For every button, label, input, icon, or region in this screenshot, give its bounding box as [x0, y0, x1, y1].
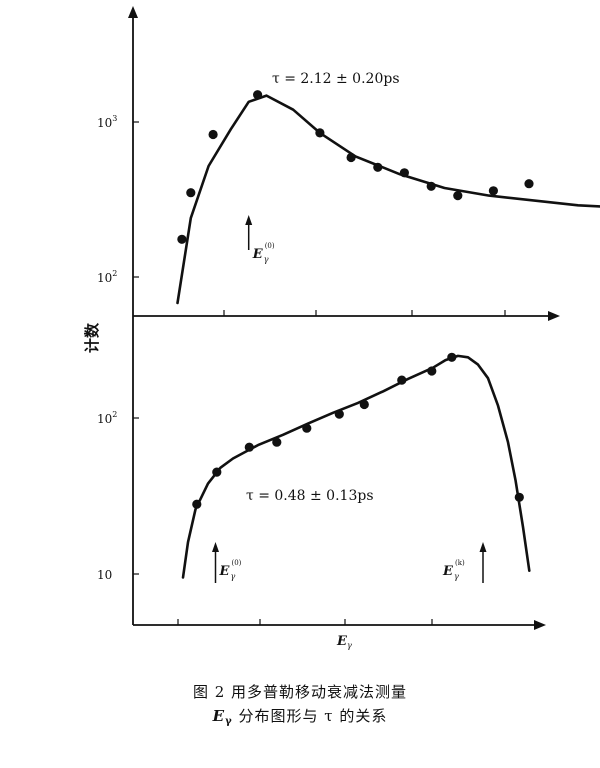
top-y-axis-arrow — [128, 6, 138, 18]
top-data-point — [177, 234, 187, 244]
bottom-marker-arrowhead — [212, 542, 219, 552]
bottom-y-tick-label: 10 — [97, 568, 112, 582]
top-marker-label: E — [252, 247, 264, 262]
bottom-marker-sub: γ — [231, 572, 236, 581]
top-marker-sub: γ — [264, 255, 269, 264]
top-data-point — [426, 181, 436, 191]
bottom-data-point — [192, 499, 202, 509]
top-tau-annotation: τ = 2.12 ± 0.20ps — [272, 71, 400, 87]
caption-line-2: Eγ 分布图形与 τ 的关系 — [0, 705, 600, 727]
caption-rest: 分布图形与 τ 的关系 — [232, 707, 388, 725]
top-y-tick-label: 103 — [97, 114, 117, 130]
y-axis-label: 计数 — [83, 322, 101, 353]
bottom-data-point — [397, 375, 407, 385]
top-data-point — [208, 129, 218, 140]
bottom-data-point — [334, 409, 344, 419]
svg-text:E: E — [336, 634, 348, 649]
bottom-data-point — [514, 492, 524, 502]
top-data-point — [315, 128, 325, 138]
bottom-fit-curve — [181, 354, 531, 579]
bottom-marker-sub: γ — [454, 572, 459, 581]
bottom-marker-label: E — [442, 564, 454, 579]
bottom-tau-annotation: τ = 0.48 ± 0.13ps — [246, 488, 374, 504]
x-axis-label: E γ — [336, 634, 352, 650]
top-data-point — [253, 90, 263, 100]
top-data-point — [346, 152, 356, 163]
caption-symbol: E — [212, 707, 226, 725]
top-data-point — [453, 191, 463, 201]
top-y-tick-label: 102 — [97, 269, 117, 285]
bottom-data-point — [447, 352, 457, 362]
bottom-marker-sup: (k) — [455, 559, 465, 567]
top-marker-arrowhead — [245, 215, 253, 225]
bottom-data-point — [427, 366, 437, 376]
bottom-data-point — [359, 399, 369, 410]
bottom-marker-label: E — [219, 564, 231, 579]
top-x-axis-arrow — [548, 311, 560, 321]
bottom-data-point — [212, 467, 222, 477]
top-data-point — [488, 186, 498, 196]
bottom-marker-sup: (0) — [232, 559, 242, 567]
bottom-x-ticks — [177, 619, 433, 625]
top-fit-curve — [176, 94, 600, 305]
top-data-point — [186, 188, 196, 198]
bottom-data-point — [302, 423, 312, 433]
bottom-marker-arrowhead — [479, 542, 487, 552]
caption-line-1: 图 2 用多普勒移动衰减法测量 — [192, 683, 408, 701]
top-data-point — [373, 162, 383, 172]
top-data-point — [524, 179, 534, 189]
top-x-ticks — [223, 310, 506, 316]
caption-symbol-sub: γ — [225, 716, 233, 727]
bottom-x-axis-arrow — [534, 620, 546, 630]
top-data-point — [399, 168, 409, 178]
svg-text:γ: γ — [347, 641, 352, 650]
bottom-data-point — [272, 437, 282, 447]
bottom-y-tick-label: 102 — [97, 410, 117, 426]
bottom-data-point — [244, 442, 254, 452]
top-marker-sup: (0) — [265, 242, 275, 250]
